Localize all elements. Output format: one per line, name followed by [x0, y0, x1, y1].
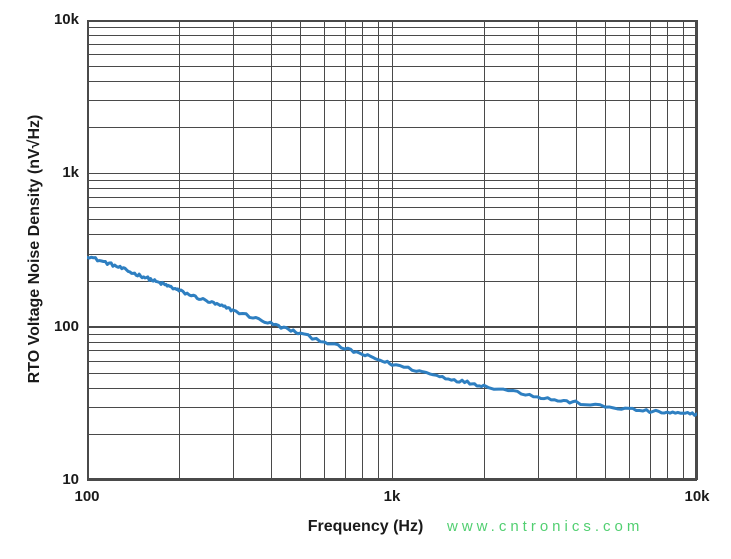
chart-container: RTO Voltage Noise Density (nV√Hz) Freque…: [0, 0, 731, 559]
noise-density-curve: [87, 257, 697, 415]
data-series-svg: [0, 0, 731, 559]
